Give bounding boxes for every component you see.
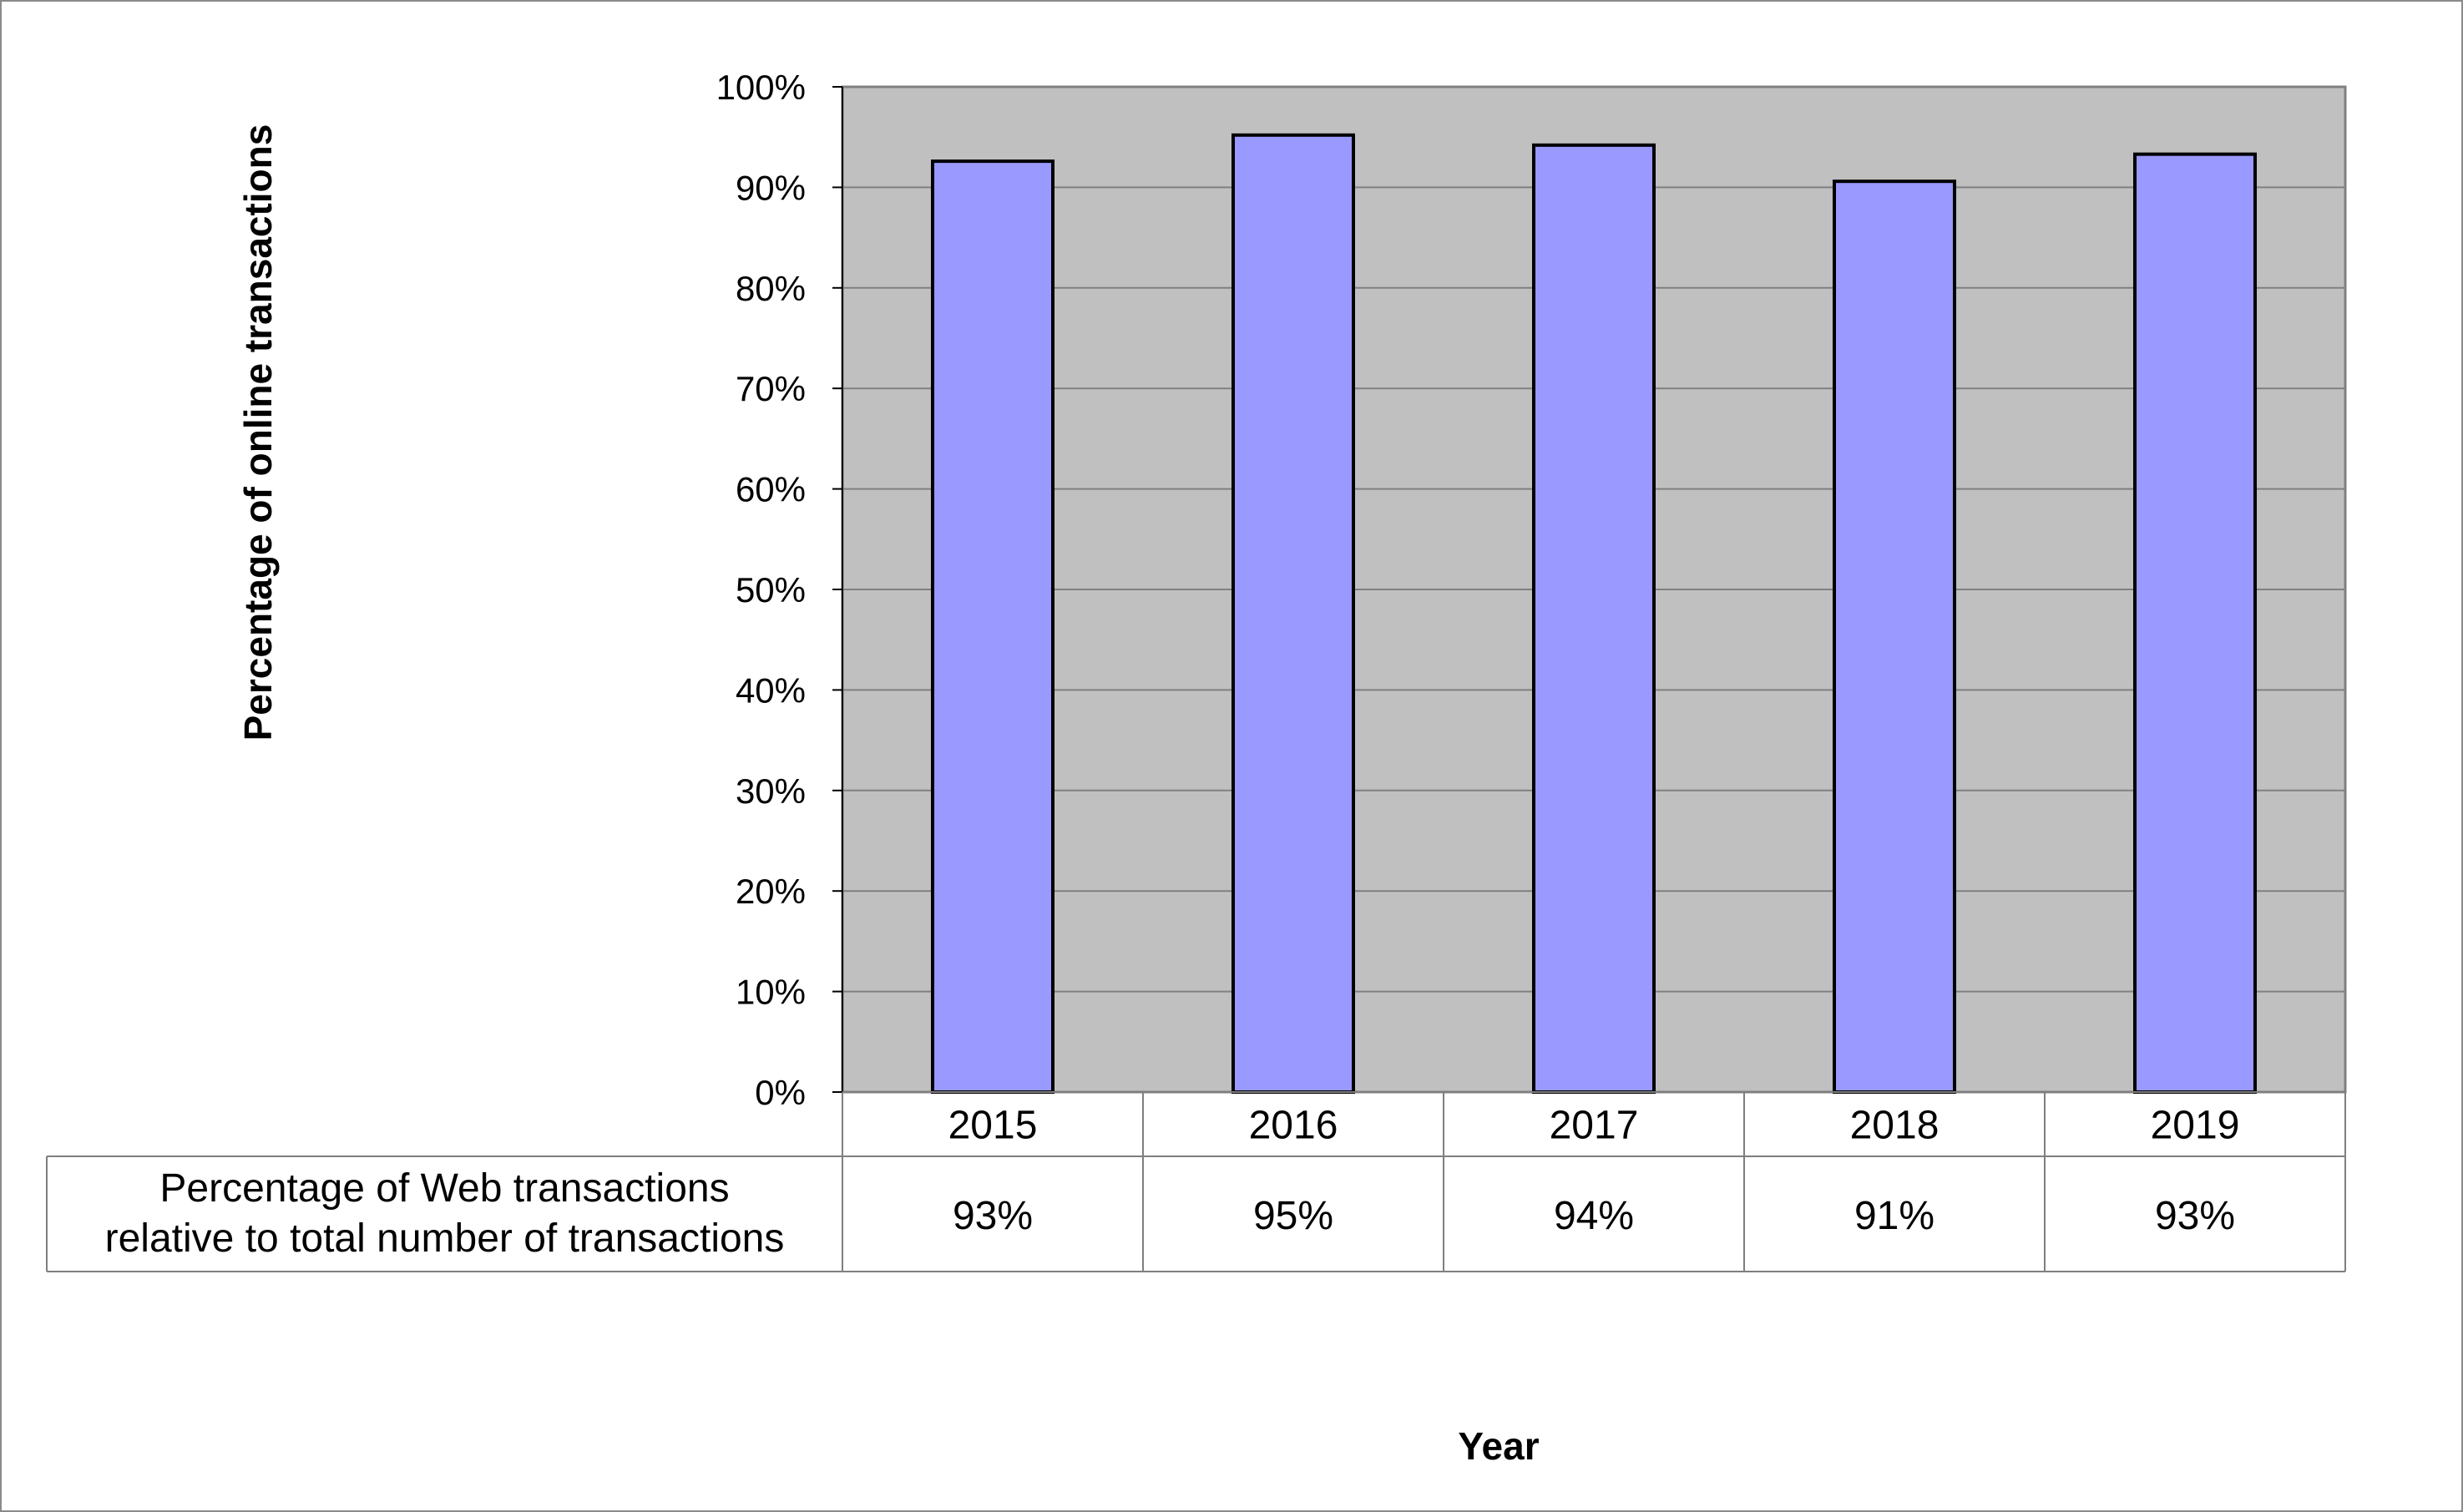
table-value: 93%	[953, 1194, 1033, 1238]
y-tick-label: 30%	[736, 771, 806, 811]
y-tick-label: 90%	[736, 168, 806, 207]
x-category-label: 2017	[1550, 1104, 1639, 1148]
table-value: 93%	[2155, 1194, 2235, 1238]
y-tick-label: 40%	[736, 670, 806, 710]
y-axis-title: Percentage of online transactions	[236, 124, 280, 741]
data-table: 2015 2016 2017 2018 2019 93% 95% 94% 91% 93% Perce…	[46, 1091, 2346, 1272]
y-tick-label: 50%	[736, 570, 806, 609]
table-row-label: Percentage of Web transactions	[159, 1166, 729, 1211]
table-value: 95%	[1253, 1194, 1333, 1238]
table-value: 91%	[1854, 1194, 1934, 1238]
bar-2019	[2133, 152, 2257, 1095]
x-category-label: 2018	[1850, 1104, 1940, 1148]
x-category-label: 2016	[1249, 1104, 1338, 1148]
table-value: 94%	[1554, 1194, 1634, 1238]
y-tick-label: 100%	[716, 68, 806, 107]
x-category-label: 2015	[948, 1104, 1038, 1148]
y-tick-label: 70%	[736, 369, 806, 408]
y-tick-label: 0%	[755, 1073, 806, 1112]
bar-2016	[1232, 133, 1355, 1095]
y-tick-label: 20%	[736, 872, 806, 911]
y-axis-ticks: 0% 10% 20% 30% 40% 50% 60% 70% 80% 90% 100%	[716, 68, 843, 1112]
x-category-label: 2019	[2151, 1104, 2240, 1148]
bar-2017	[1532, 143, 1656, 1094]
y-tick-label: 80%	[736, 269, 806, 308]
x-axis-title: Year	[1458, 1424, 1539, 1468]
bar-2018	[1833, 180, 1956, 1094]
y-tick-label: 60%	[736, 470, 806, 509]
table-row-label: relative to total number of transactions	[105, 1216, 785, 1261]
y-tick-label: 10%	[736, 973, 806, 1012]
bars	[931, 133, 2257, 1095]
bar-2015	[931, 159, 1054, 1095]
